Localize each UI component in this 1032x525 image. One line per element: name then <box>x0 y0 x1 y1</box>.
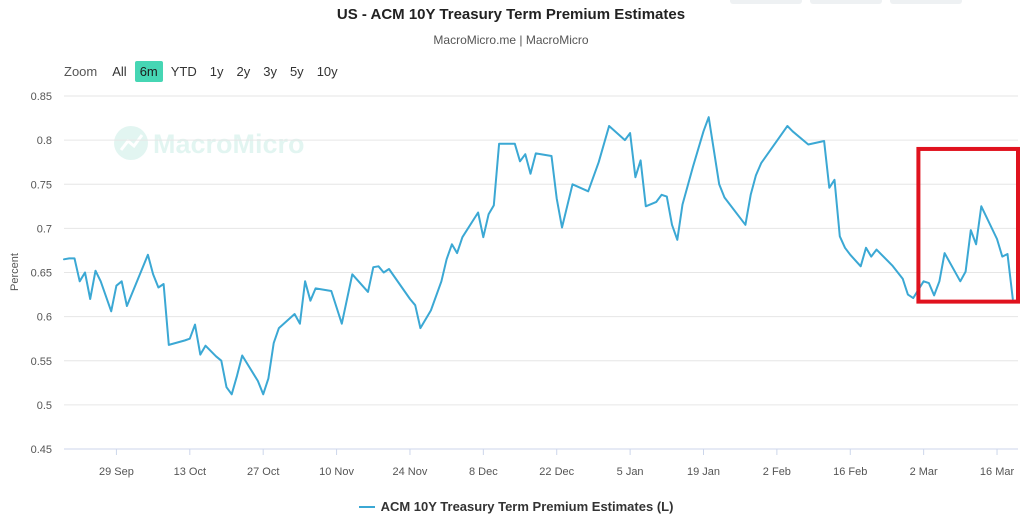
range-button-5y[interactable]: 5y <box>289 64 304 79</box>
range-button-6m[interactable]: 6m <box>134 61 163 82</box>
legend-label: ACM 10Y Treasury Term Premium Estimates … <box>380 499 674 514</box>
x-tick-label: 2 Mar <box>910 466 938 478</box>
watermark: MacroMicro <box>114 126 305 160</box>
y-tick-label: 0.6 <box>37 312 52 324</box>
top-tab-strip <box>730 0 962 4</box>
top-tab[interactable] <box>730 0 802 4</box>
range-selector: Zoom All 6m YTD 1y 2y 3y 5y 10y <box>64 61 346 82</box>
top-tab[interactable] <box>890 0 962 4</box>
x-tick-label: 13 Oct <box>174 466 206 478</box>
series-line <box>63 116 1014 396</box>
x-tick-label: 5 Jan <box>617 466 644 478</box>
x-tick-label: 24 Nov <box>393 466 428 478</box>
x-tick-label: 8 Dec <box>469 466 498 478</box>
y-axis: 0.45 0.5 0.55 0.6 0.65 0.7 0.75 0.8 0.85 <box>31 91 52 456</box>
zoom-label: Zoom <box>64 64 98 79</box>
range-button-10y[interactable]: 10y <box>316 64 338 79</box>
highlight-box-group <box>916 146 1021 304</box>
legend-swatch <box>358 505 375 508</box>
y-tick-label: 0.55 <box>31 356 52 368</box>
y-axis-label: Percent <box>9 253 21 291</box>
y-tick-label: 0.75 <box>31 179 52 191</box>
x-tick-label: 10 Nov <box>319 466 354 478</box>
range-button-3y[interactable]: 3y <box>263 64 277 79</box>
series <box>63 116 1014 396</box>
legend[interactable]: ACM 10Y Treasury Term Premium Estimates … <box>0 499 1032 514</box>
watermark-logo-icon <box>114 126 148 160</box>
y-tick-label: 0.65 <box>31 268 52 280</box>
y-tick-label: 0.5 <box>37 400 52 412</box>
top-tab[interactable] <box>810 0 882 4</box>
x-axis: 29 Sep 13 Oct 27 Oct 10 Nov 24 Nov 8 Dec 22 De… <box>64 448 1018 478</box>
x-tick-label: 16 Mar <box>980 466 1015 478</box>
y-tick-label: 0.45 <box>31 444 52 456</box>
range-button-1y[interactable]: 1y <box>209 64 224 79</box>
chart-subtitle: MacroMicro.me | MacroMicro <box>433 33 589 47</box>
range-button-2y[interactable]: 2y <box>236 64 251 79</box>
x-tick-label: 29 Sep <box>99 466 134 478</box>
x-tick-label: 16 Feb <box>833 466 867 478</box>
y-tick-label: 0.85 <box>31 91 52 103</box>
watermark-text: MacroMicro <box>153 129 305 159</box>
x-tick-label: 27 Oct <box>247 466 279 478</box>
y-tick-label: 0.7 <box>37 223 52 235</box>
x-tick-label: 19 Jan <box>687 466 720 478</box>
range-button-ytd[interactable]: YTD <box>170 64 197 79</box>
x-tick-label: 2 Feb <box>763 466 791 478</box>
range-button-all[interactable]: All <box>112 64 127 79</box>
highlight-box <box>916 146 1021 304</box>
y-tick-label: 0.8 <box>37 135 52 147</box>
chart-title: US - ACM 10Y Treasury Term Premium Estim… <box>336 6 686 23</box>
line-chart[interactable]: MacroMicro 0.450.50.550.60.650.70.750.80… <box>0 0 1032 490</box>
x-tick-label: 22 Dec <box>539 466 574 478</box>
